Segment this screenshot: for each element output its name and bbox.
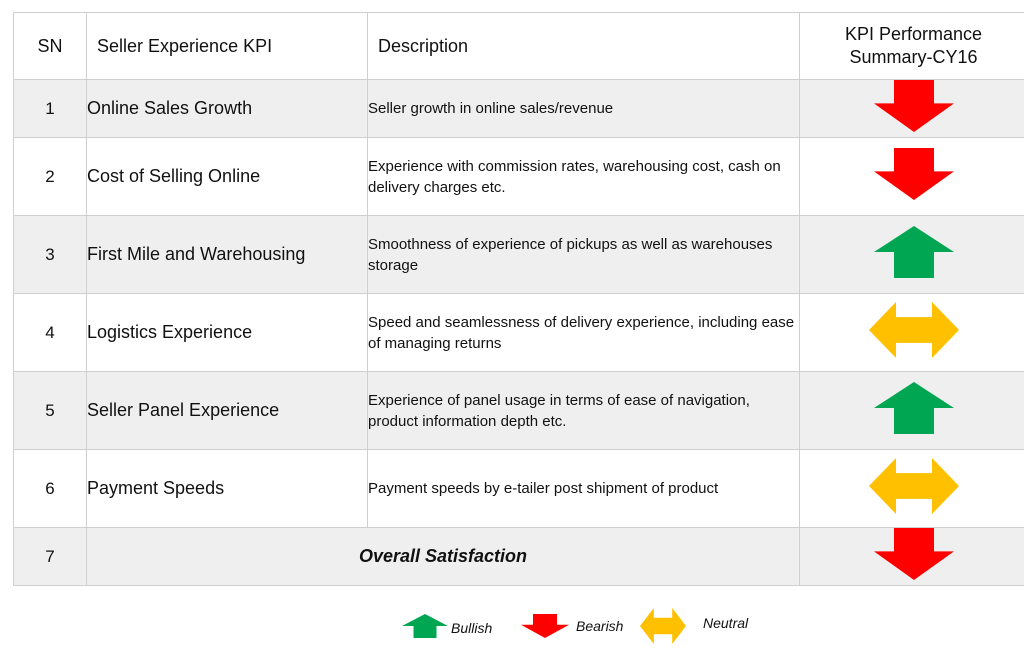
table-row: 5 Seller Panel Experience Experience of pa… — [13, 371, 1024, 450]
header-performance-line1: KPI Performance — [844, 24, 983, 44]
neutral-arrow-icon — [640, 608, 686, 649]
header-performance-line2: Summary-CY16 — [849, 47, 978, 67]
bearish-arrow-icon — [521, 614, 569, 643]
neutral-arrow-icon — [868, 302, 959, 363]
row-sn: 6 — [13, 449, 87, 528]
row-sn: 1 — [13, 79, 87, 138]
header-sn: SN — [13, 12, 87, 80]
bearish-arrow-icon — [873, 528, 954, 585]
row-kpi: Logistics Experience — [86, 293, 368, 372]
table-row: 3 First Mile and Warehousing Smoothness of… — [13, 215, 1024, 294]
row-description: Payment speeds by e-tailer post shipment… — [367, 449, 800, 528]
legend: Bullish Bearish Neutral — [400, 608, 780, 644]
bearish-arrow-icon — [873, 148, 954, 205]
row-kpi: Cost of Selling Online — [86, 137, 368, 216]
row-description: Seller growth in online sales/revenue — [367, 79, 800, 138]
overall-label: Overall Satisfaction — [86, 527, 800, 586]
row-description: Smoothness of experience of pickups as w… — [367, 215, 800, 294]
row-sn: 5 — [13, 371, 87, 450]
row-kpi: Online Sales Growth — [86, 79, 368, 138]
table-row: 1 Online Sales Growth Seller growth in onl… — [13, 79, 1024, 138]
row-kpi: First Mile and Warehousing — [86, 215, 368, 294]
bullish-arrow-icon — [873, 226, 954, 283]
row-description: Experience of panel usage in terms of ea… — [367, 371, 800, 450]
bearish-arrow-icon — [873, 80, 954, 137]
header-kpi: Seller Experience KPI — [86, 12, 368, 80]
header-performance: KPI Performance Summary-CY16 — [799, 12, 1024, 80]
row-sn: 4 — [13, 293, 87, 372]
row-performance — [799, 79, 1024, 138]
header-row: SN Seller Experience KPI Description KPI… — [13, 12, 1024, 80]
overall-row: 7 Overall Satisfaction — [13, 527, 1024, 586]
overall-sn: 7 — [13, 527, 87, 586]
row-description: Experience with commission rates, wareho… — [367, 137, 800, 216]
bullish-arrow-icon — [402, 614, 448, 643]
neutral-arrow-icon — [868, 458, 959, 519]
bullish-arrow-icon — [873, 382, 954, 439]
overall-performance — [799, 527, 1024, 586]
table-row: 4 Logistics Experience Speed and seamlessn… — [13, 293, 1024, 372]
row-sn: 2 — [13, 137, 87, 216]
row-sn: 3 — [13, 215, 87, 294]
table-row: 2 Cost of Selling Online Experience with c… — [13, 137, 1024, 216]
row-kpi: Payment Speeds — [86, 449, 368, 528]
row-performance — [799, 371, 1024, 450]
row-performance — [799, 449, 1024, 528]
row-performance — [799, 215, 1024, 294]
legend-bearish: Bearish — [576, 618, 624, 634]
row-description: Speed and seamlessness of delivery exper… — [367, 293, 800, 372]
legend-bullish: Bullish — [451, 620, 493, 636]
table-row: 6 Payment Speeds Payment speeds by e-taile… — [13, 449, 1024, 528]
row-kpi: Seller Panel Experience — [86, 371, 368, 450]
legend-neutral: Neutral — [703, 615, 749, 631]
row-performance — [799, 293, 1024, 372]
header-description: Description — [367, 12, 800, 80]
row-performance — [799, 137, 1024, 216]
kpi-table: SN Seller Experience KPI Description KPI… — [13, 12, 1024, 586]
